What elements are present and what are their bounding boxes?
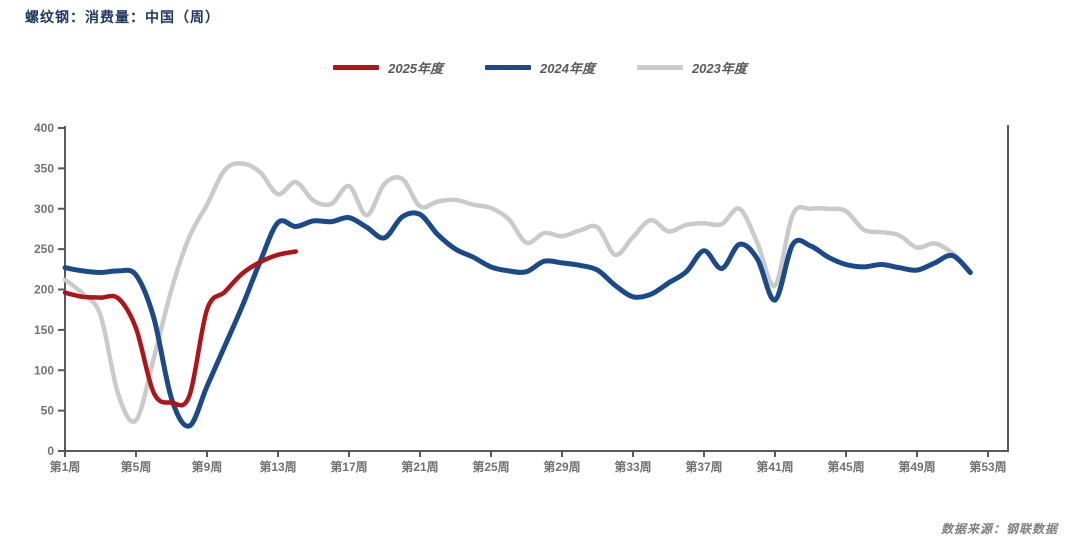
y-tick-label: 350 [34,161,54,175]
series-line-2024 [62,210,973,429]
legend-label-2023: 2023年度 [691,61,747,76]
series-line-2025 [62,249,299,408]
legend-swatch-red-icon [333,65,380,70]
x-tick-label: 第33周 [614,459,651,474]
y-tick-label: 400 [34,121,54,135]
x-tick-label: 第45周 [827,459,864,474]
x-tick-label: 第49周 [898,459,935,474]
x-tick-label: 第37周 [685,459,722,474]
y-tick-label: 100 [34,363,54,377]
y-tick-label: 150 [34,323,54,337]
y-tick-label: 300 [34,202,54,216]
x-tick-label: 第21周 [401,459,438,474]
axes [58,125,1009,457]
y-tick-label: 200 [34,283,54,297]
y-tick-labels: 0 50 100 150 200 250 300 350 400 [34,121,54,458]
x-tick-label: 第25周 [472,459,509,474]
chart-legend: 2025年度 2024年度 2023年度 [0,58,1080,77]
x-tick-labels: 第1周 第5周 第9周 第13周 第17周 第21周 第25周 第29周 第33周 第37周 第41… [50,459,1007,474]
legend-label-2025: 2025年度 [388,61,444,76]
x-tick-label: 第17周 [330,459,367,474]
page-title: 螺纹钢：消费量：中国（周） [25,9,220,25]
series-line-2023 [62,161,973,424]
legend-swatch-blue-icon [485,65,532,70]
legend-item-2024: 2024年度 [485,58,595,77]
legend-label-2024: 2024年度 [540,61,595,76]
y-tick-label: 250 [34,242,54,256]
y-tick-label: 0 [47,444,54,458]
legend-item-2023: 2023年度 [636,58,747,77]
x-tick-label: 第1周 [50,459,81,474]
x-tick-label: 第5周 [121,459,152,474]
x-tick-label: 第53周 [969,459,1006,474]
x-tick-label: 第9周 [192,459,223,474]
x-tick-label: 第13周 [259,459,296,474]
x-tick-label: 第29周 [543,459,580,474]
legend-item-2025: 2025年度 [333,58,443,77]
data-source-note: 数据来源：钢联数据 [940,522,1058,536]
x-tick-label: 第41周 [756,459,793,474]
y-tick-label: 50 [41,404,55,418]
legend-swatch-gray-icon [636,65,683,70]
